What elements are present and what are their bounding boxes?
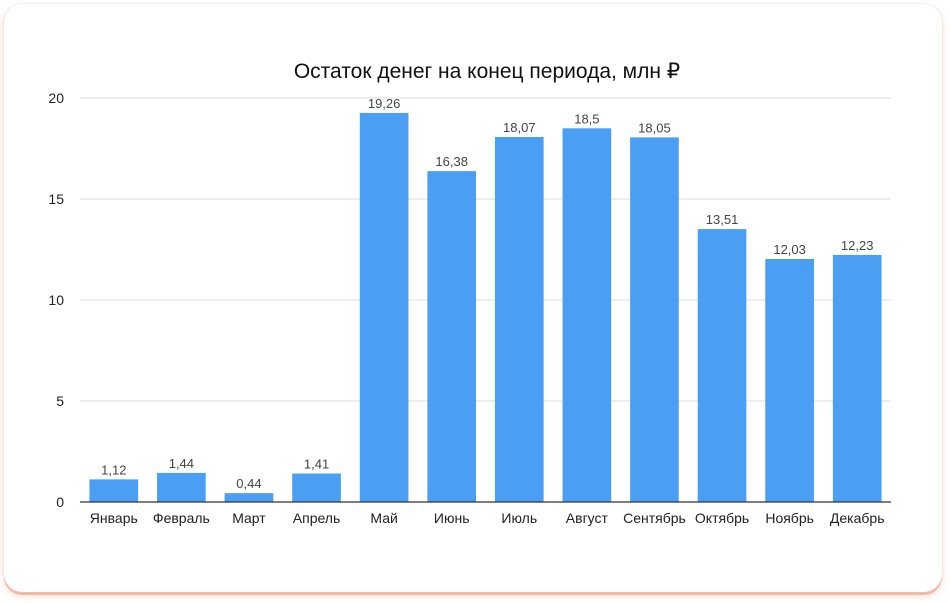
bar — [89, 479, 139, 502]
bar — [359, 112, 409, 502]
bar — [224, 493, 274, 502]
x-tick-label: Сентябрь — [623, 510, 686, 526]
data-label: 0,44 — [236, 476, 261, 491]
x-tick-label: Декабрь — [830, 510, 885, 526]
data-label: 1,44 — [169, 456, 194, 471]
x-tick-label: Июль — [501, 510, 537, 526]
bar — [630, 137, 679, 502]
x-axis: Январь Февраль Март Апрель Май Июнь Июль Август… — [80, 501, 891, 526]
y-tick-label: 20 — [48, 90, 64, 106]
bar — [157, 472, 206, 502]
x-tick-label: Октябрь — [695, 510, 749, 526]
bar — [427, 171, 477, 502]
bar — [562, 128, 612, 503]
data-label: 18,07 — [503, 120, 536, 135]
y-tick-label: 5 — [56, 393, 64, 409]
bar — [292, 473, 341, 502]
data-label: 13,51 — [706, 212, 739, 227]
data-label: 1,41 — [304, 457, 329, 472]
data-label: 18,05 — [638, 120, 671, 135]
data-label: 19,26 — [368, 96, 401, 111]
data-label: 1,12 — [101, 462, 126, 477]
x-tick-label: Июнь — [434, 510, 470, 526]
data-label: 18,5 — [574, 111, 599, 126]
bar — [832, 254, 882, 502]
y-tick-label: 15 — [48, 191, 64, 207]
x-tick-label: Апрель — [293, 510, 341, 526]
y-axis: 0 5 10 15 20 — [48, 90, 64, 510]
y-tick-label: 10 — [48, 292, 64, 308]
bar — [494, 136, 544, 502]
data-labels: 1,12 1,44 0,44 1,41 19,26 16,38 18,07 18,5 18,05… — [101, 96, 873, 491]
bars — [89, 112, 882, 503]
data-label: 12,03 — [773, 242, 806, 257]
data-label: 16,38 — [435, 154, 468, 169]
data-label: 12,23 — [841, 238, 874, 253]
x-tick-label: Май — [370, 510, 397, 526]
bar — [765, 258, 814, 502]
x-tick-label: Февраль — [153, 510, 210, 526]
chart-title: Остаток денег на конец периода, млн ₽ — [294, 60, 680, 83]
x-tick-label: Март — [232, 510, 266, 526]
gridlines — [80, 97, 891, 402]
bar — [697, 229, 747, 502]
y-tick-label: 0 — [56, 494, 64, 510]
x-tick-label: Август — [566, 510, 609, 526]
x-tick-label: Ноябрь — [765, 510, 814, 526]
x-tick-label: Январь — [90, 510, 138, 526]
